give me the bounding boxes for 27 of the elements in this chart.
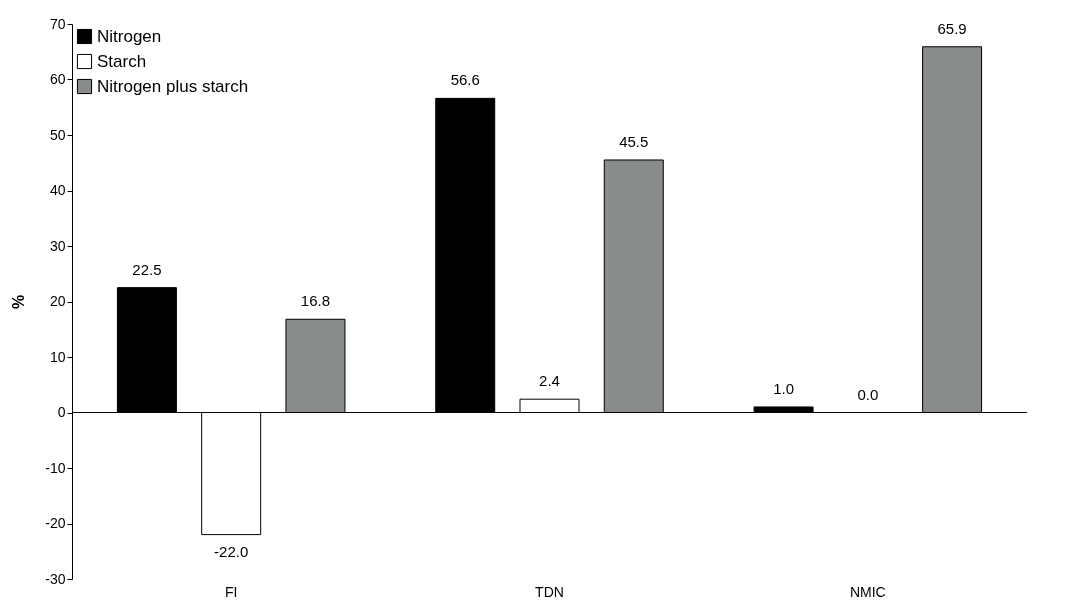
y-tick-label: 70 [49,15,66,32]
y-tick-label: 10 [49,348,66,365]
data-label: 2.4 [539,372,560,390]
y-tick-label: 0 [57,404,66,420]
y-tick-label: -30 [45,570,66,587]
data-label: 16.8 [300,292,331,310]
y-tick-label: 50 [49,126,66,143]
legend-label: Nitrogen [97,26,162,46]
legend-label: Nitrogen plus starch [97,76,249,96]
data-label: 65.9 [937,19,967,37]
y-tick-label: 60 [49,71,66,87]
data-label: 56.6 [450,71,480,89]
y-tick-label: -10 [45,459,66,476]
legend-label: Starch [97,51,147,71]
x-tick-label: TDN [535,583,564,600]
y-tick-label: 40 [49,182,66,198]
x-tick-label: NMIC [849,583,886,600]
x-tick-label: FI [224,583,238,600]
y-tick-label: -20 [45,515,66,531]
data-label: 1.0 [773,379,794,397]
data-label: 0.0 [857,385,879,403]
y-tick-label: 30 [49,237,66,254]
data-label: 45.5 [619,132,649,150]
data-label: -22.0 [214,542,249,560]
y-axis-title: % [10,294,28,310]
data-label: 22.5 [132,260,162,278]
y-tick-label: 20 [49,293,66,309]
